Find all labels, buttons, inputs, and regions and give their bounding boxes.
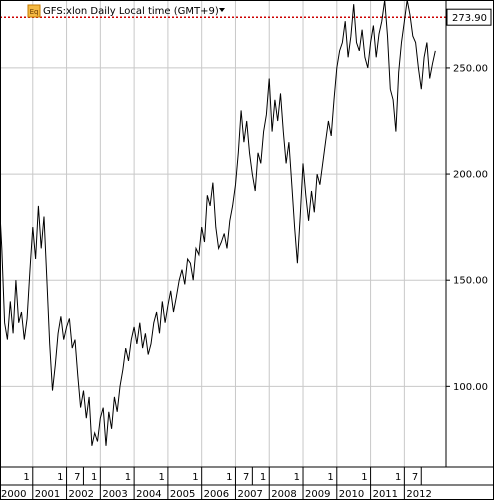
month-tick-label: 1 xyxy=(395,472,401,483)
chart-title-group: Eq GFS:xlon Daily Local time (GMT+9) xyxy=(27,4,225,18)
y-tick-label: 100.00 xyxy=(453,382,488,393)
month-tick-label: 7 xyxy=(243,472,249,483)
month-tick-label: 1 xyxy=(327,472,333,483)
month-tick-label: 1 xyxy=(226,472,232,483)
month-tick-label: 7 xyxy=(74,472,80,483)
month-tick-label: 1 xyxy=(159,472,165,483)
y-axis-labels: 100.00 150.00 200.00 250.00 xyxy=(446,63,488,393)
month-tick-label: 1 xyxy=(260,472,266,483)
chart-type-icon-text: Eq xyxy=(30,8,39,16)
chart-title: GFS:xlon Daily Local time (GMT+9) xyxy=(43,6,219,17)
year-tick-label: 2008 xyxy=(271,489,296,500)
current-level-box xyxy=(446,8,492,26)
month-tick-label: 1 xyxy=(57,472,63,483)
year-tick-label: 2001 xyxy=(35,489,60,500)
month-tick-label: 1 xyxy=(192,472,198,483)
chevron-down-icon[interactable] xyxy=(219,8,225,12)
year-tick-label: 2003 xyxy=(102,489,127,500)
month-tick-label: 1 xyxy=(23,472,29,483)
year-tick-label: 2006 xyxy=(204,489,229,500)
month-tick-label: 1 xyxy=(361,472,367,483)
year-tick-label: 2010 xyxy=(339,489,364,500)
price-series-line xyxy=(0,0,436,446)
year-tick-label: 2011 xyxy=(373,489,398,500)
y-tick-label: 250.00 xyxy=(453,63,488,74)
year-tick-label: 2009 xyxy=(305,489,330,500)
month-tick-label: 7 xyxy=(412,472,418,483)
year-tick-label: 2004 xyxy=(136,489,161,500)
year-tick-label: 2012 xyxy=(406,489,431,500)
y-tick-label: 200.00 xyxy=(453,170,488,181)
year-tick-label: 2000 xyxy=(1,489,26,500)
chart-type-icon xyxy=(27,4,41,18)
grid-lines xyxy=(0,0,446,467)
month-tick-label: 1 xyxy=(125,472,131,483)
x-axis-labels: 1117111117111117200020012002200320042005… xyxy=(1,467,432,500)
year-tick-label: 2002 xyxy=(69,489,94,500)
y-tick-label: 150.00 xyxy=(453,276,488,287)
current-level-label: 273.90 xyxy=(446,8,492,26)
year-tick-label: 2007 xyxy=(237,489,262,500)
year-tick-label: 2005 xyxy=(170,489,195,500)
month-tick-label: 1 xyxy=(91,472,97,483)
current-level-value: 273.90 xyxy=(452,13,487,24)
month-tick-label: 1 xyxy=(294,472,300,483)
